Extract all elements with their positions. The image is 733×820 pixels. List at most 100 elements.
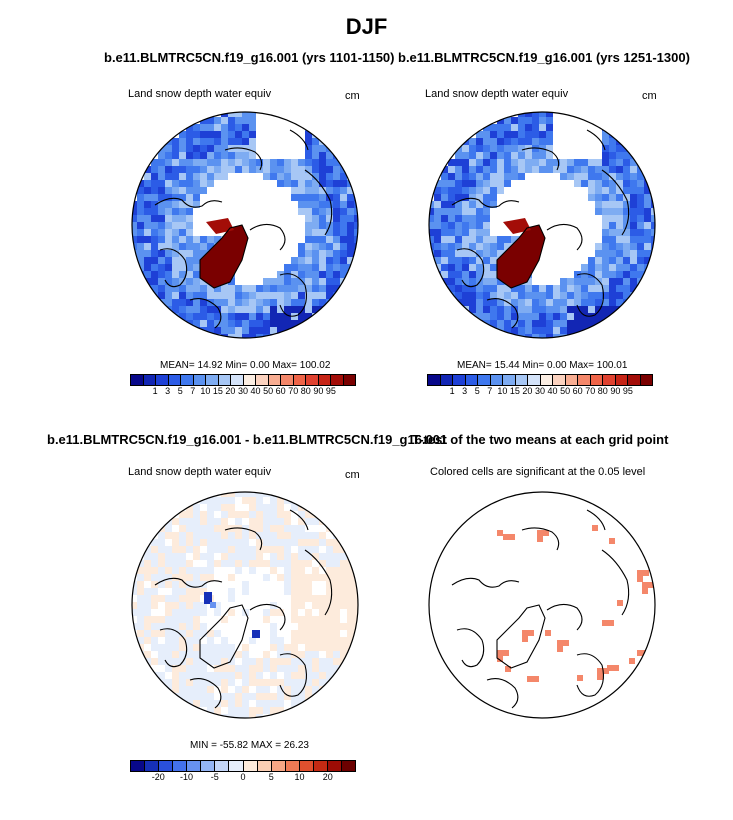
colorbar-swatch [285,761,300,771]
colorbar-swatch [181,375,194,385]
colorbar-tick-label: 15 [509,386,520,396]
colorbar-tick-label: 20 [322,772,333,782]
colorbar-tick-label: 80 [300,386,311,396]
colorbar-tick-label: 90 [610,386,621,396]
colorbar-swatch [540,375,553,385]
colorbar-tick-label: 30 [534,386,546,396]
colorbar-tick-label: 5 [474,386,480,396]
stats-2: MEAN= 15.44 Min= 0.00 Max= 100.01 [457,360,628,371]
colorbar-tick-label: 80 [597,386,608,396]
panel-title-4: T-test of the two means at each grid poi… [412,432,669,447]
colorbar-swatch [206,375,219,385]
colorbar-swatch [243,761,258,771]
colorbar-swatch [159,761,174,771]
colorbar-swatch [465,375,478,385]
colorbar-tick-label: 7 [487,386,493,396]
colorbar-tick-label: -20 [151,772,165,782]
colorbar-1: 1 3 5 7 10 15 20 30 40 50 60 70 80 90 95 [130,374,356,398]
colorbar-swatch [193,375,206,385]
colorbar-tick-label: 30 [237,386,249,396]
colorbar-swatch [229,761,244,771]
colorbar-swatch [453,375,466,385]
colorbar-swatch [156,375,169,385]
colorbar-swatch [243,375,256,385]
colorbar-tick-label: 70 [288,386,299,396]
panel-title-2: b.e11.BLMTRC5CN.f19_g16.001 (yrs 1251-13… [398,50,690,65]
panel-units-label-1: cm [345,90,360,102]
colorbar-swatch [231,375,244,385]
colorbar-swatch [615,375,628,385]
polar-map-1 [131,111,359,339]
colorbar-swatch [603,375,616,385]
colorbar-swatch [478,375,491,385]
colorbar-swatch [299,761,314,771]
colorbar-swatch [131,375,144,385]
colorbar-swatch [256,375,269,385]
panel-units-label-3: cm [345,469,360,481]
colorbar-tick-label: 60 [275,386,286,396]
colorbar-swatch [341,761,355,771]
panel-title-3: b.e11.BLMTRC5CN.f19_g16.001 - b.e11.BLMT… [47,432,448,447]
colorbar-tick-label: 10 [294,772,305,782]
polar-map-2 [428,111,656,339]
colorbar-swatch [306,375,319,385]
colorbar-swatch [145,761,160,771]
colorbar-swatch [440,375,453,385]
panel-variable-label-4: Colored cells are significant at the 0.0… [430,466,646,478]
colorbar-tick-label: -10 [179,772,194,782]
colorbar-tick-label: 0 [240,772,246,782]
colorbar-tick-label: 95 [622,386,633,396]
colorbar-tick-label: 10 [497,386,508,396]
colorbar-swatch [565,375,578,385]
colorbar-tick-label: 95 [325,386,336,396]
colorbar-tick-label: 40 [547,386,558,396]
colorbar-swatch [578,375,591,385]
page-title: DJF [345,14,388,39]
colorbar-swatch [215,761,230,771]
colorbar-2: 1 3 5 7 10 15 20 30 40 50 60 70 80 90 95 [427,374,653,398]
colorbar-tick-label: 90 [313,386,324,396]
stats-3: MIN = -55.82 MAX = 26.23 [190,740,309,751]
colorbar-tick-label: 20 [225,386,236,396]
colorbar-swatch [218,375,231,385]
colorbar-swatch [318,375,331,385]
colorbar-swatch [201,761,216,771]
colorbar-swatch [553,375,566,385]
colorbar-tick-label: 40 [250,386,261,396]
colorbar-swatch [515,375,528,385]
panel-title-1: b.e11.BLMTRC5CN.f19_g16.001 (yrs 1101-11… [104,50,395,65]
colorbar-swatch [168,375,181,385]
colorbar-swatch [343,375,355,385]
colorbar-swatch [131,761,146,771]
colorbar-swatch [257,761,272,771]
colorbar-tick-label: 20 [522,386,533,396]
colorbar-tick-label: 3 [165,386,171,396]
colorbar-swatch [271,761,286,771]
colorbar-3: -20 -10 -5 0 5 10 20 [130,760,356,784]
colorbar-tick-label: 50 [560,386,571,396]
colorbar-tick-label: 5 [177,386,183,396]
colorbar-tick-label: 15 [212,386,223,396]
colorbar-tick-label: 60 [572,386,583,396]
colorbar-swatch [490,375,503,385]
colorbar-tick-label: 50 [263,386,274,396]
colorbar-swatch [281,375,294,385]
colorbar-swatch [331,375,344,385]
colorbar-tick-label: 3 [462,386,468,396]
panel-variable-label-2: Land snow depth water equiv [425,88,569,100]
colorbar-swatch [528,375,541,385]
panel-variable-label-1: Land snow depth water equiv [128,88,272,100]
colorbar-swatch [327,761,342,771]
colorbar-tick-label: 5 [268,772,274,782]
colorbar-swatch [640,375,652,385]
colorbar-swatch [313,761,328,771]
polar-map-3 [131,491,359,719]
colorbar-swatch [173,761,188,771]
colorbar-swatch [187,761,202,771]
colorbar-swatch [428,375,441,385]
colorbar-tick-label: -5 [210,772,219,782]
colorbar-tick-label: 7 [190,386,196,396]
polar-map-4 [428,491,656,719]
colorbar-swatch [628,375,641,385]
stats-1: MEAN= 14.92 Min= 0.00 Max= 100.02 [160,360,331,371]
